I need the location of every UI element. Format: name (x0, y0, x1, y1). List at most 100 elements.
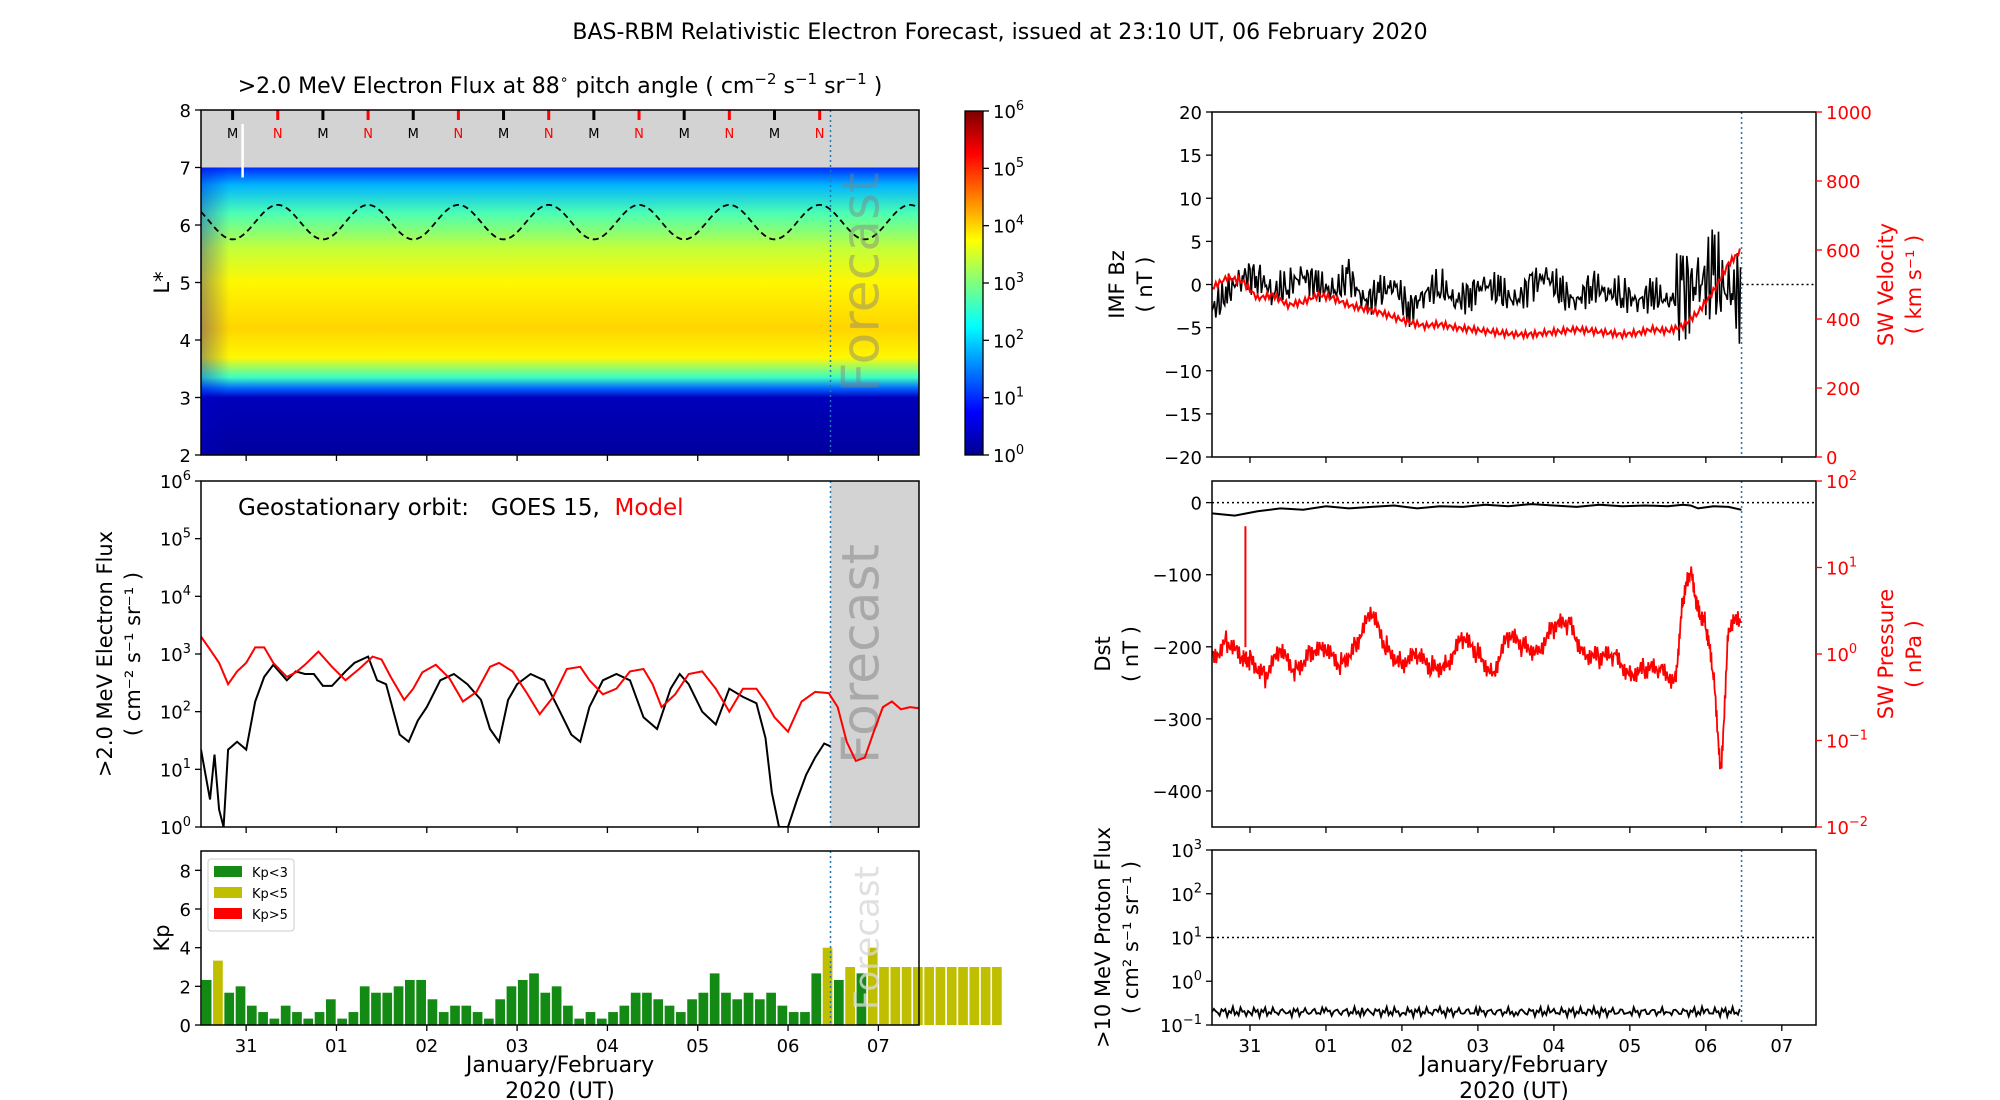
kp-bar (879, 967, 889, 1025)
xaxis-label-line2: 2020 (UT) (505, 1079, 615, 1100)
forecast-label: Forecast (847, 866, 887, 1010)
kp-bar (472, 1012, 483, 1025)
kp-bar (777, 1005, 788, 1025)
dst-y2tick-label-base: 10 (1826, 818, 1849, 839)
geo-ytick-label: 106 (160, 469, 191, 493)
kp-bar (958, 967, 968, 1025)
kp-bar (574, 1018, 585, 1025)
forecast-label: Forecast (831, 544, 891, 764)
mlt-marker-label: M (408, 127, 419, 142)
kp-bar (258, 1012, 268, 1025)
imf-y2tick-label: 0 (1826, 448, 1837, 469)
colorbar-tick-label-base: 10 (993, 102, 1016, 123)
kp-ytick-label: 0 (180, 1016, 191, 1037)
xaxis-label-line1: January/February (464, 1053, 654, 1078)
imf-y2label-line1: SW Velocity (1874, 223, 1898, 346)
kp-legend-swatch (214, 908, 242, 919)
forecast-shade (830, 481, 919, 827)
kp-bar (901, 967, 912, 1025)
geo-ytick-label-exp: 4 (183, 584, 191, 599)
colorbar-tick-label: 100 (993, 443, 1024, 467)
dst-y2tick-label: 100 (1826, 642, 1857, 666)
dst-y2tick-label-base: 10 (1826, 732, 1849, 753)
colorbar-scale (964, 110, 984, 456)
dst-y2label-line1: SW Pressure (1874, 589, 1898, 719)
kp-bar (980, 967, 991, 1025)
kp-legend-swatch (214, 887, 242, 898)
geo-ytick-label: 100 (160, 815, 191, 839)
geo-ytick-label-exp: 2 (183, 700, 191, 715)
imf-ytick-label: −15 (1164, 405, 1202, 426)
kp-bar (495, 999, 506, 1025)
proton-xtick-label: 03 (1466, 1036, 1489, 1057)
dst-y2tick-label-base: 10 (1826, 472, 1849, 493)
mlt-marker-label: N (454, 127, 464, 142)
kp-xtick-label: 06 (777, 1036, 800, 1057)
kp-bar (721, 992, 731, 1025)
dst-y2tick-label-base: 10 (1826, 645, 1849, 666)
geo-ytick-label-exp: 1 (183, 757, 191, 772)
geo-ytick-label-base: 10 (160, 760, 183, 781)
kp-bar (314, 1012, 325, 1025)
imf-y2tick-label: 1000 (1826, 103, 1872, 124)
kp-bar (382, 992, 393, 1025)
goes-flux-line (201, 655, 831, 827)
kp-bar (325, 999, 336, 1025)
lstar-ytick-label: 5 (180, 274, 191, 295)
dst-y2tick-label: 101 (1826, 555, 1857, 579)
mlt-marker-label: N (544, 127, 554, 142)
lstar-ylabel: L* (150, 271, 174, 293)
figure-title: BAS-RBM Relativistic Electron Forecast, … (572, 20, 1427, 45)
dst-ylabel-line2: ( nT ) (1119, 626, 1143, 682)
imf-ytick-label: −20 (1164, 448, 1202, 469)
geo-ylabel-line2: ( cm⁻² s⁻¹ sr⁻¹ ) (121, 572, 145, 736)
geo-ytick-label: 101 (160, 757, 191, 781)
proton-xtick-label: 06 (1694, 1036, 1717, 1057)
kp-ytick-label: 2 (180, 977, 191, 998)
mlt-marker-label: M (588, 127, 599, 142)
kp-bar (371, 992, 381, 1025)
proton-ytick-label-exp: −1 (1183, 1013, 1202, 1028)
dst-y2tick-label: 10−1 (1826, 728, 1868, 752)
kp-bar (269, 1018, 280, 1025)
proton-xtick-label: 05 (1618, 1036, 1641, 1057)
dst-y2tick-label-exp: −2 (1849, 815, 1868, 830)
colorbar-tick-label-exp: 6 (1016, 99, 1024, 114)
mlt-marker-label: M (769, 127, 780, 142)
colorbar-tick-label: 105 (993, 156, 1024, 180)
kp-bar (630, 992, 641, 1025)
geo-ytick-label-base: 10 (160, 587, 183, 608)
colorbar-tick-label-exp: 4 (1016, 214, 1024, 229)
xaxis-label-line2: 2020 (UT) (1459, 1079, 1569, 1100)
kp-bar (585, 1012, 596, 1025)
kp-ytick-label: 4 (180, 939, 191, 960)
lstar-panel: M N M N M N M N M N M N M N Forecast 2 3 4 5 6 7 8 L* >2.0 MeV … (150, 70, 920, 467)
kp-bar (619, 1005, 630, 1025)
colorbar-tick-label: 102 (993, 328, 1024, 352)
proton-ytick-label-base: 10 (1171, 972, 1194, 993)
kp-bar (969, 967, 980, 1025)
geo-ytick-label-exp: 6 (183, 469, 191, 484)
geo-ylabel: >2.0 MeV Electron Flux( cm⁻² s⁻¹ sr⁻¹ ) (93, 531, 145, 777)
kp-bar (822, 947, 833, 1025)
colorbar-tick-label: 104 (993, 214, 1024, 238)
kp-xtick-label: 02 (415, 1036, 438, 1057)
kp-bar (224, 992, 235, 1025)
dst-y2tick-label: 10−2 (1826, 815, 1868, 839)
kp-bar (664, 1005, 675, 1025)
imf-ytick-label: −10 (1164, 362, 1202, 383)
proton-xtick-label: 02 (1390, 1036, 1413, 1057)
geo-ytick-label: 103 (160, 642, 191, 666)
imf-bz-line (1212, 229, 1742, 344)
kp-bar (292, 1012, 302, 1025)
geo-legend: Geostationary orbit: GOES 15, Model (238, 495, 684, 521)
dst-ylabel: Dst( nT ) (1091, 626, 1143, 682)
kp-legend-label: Kp>5 (252, 908, 288, 923)
proton-xtick-label: 01 (1315, 1036, 1338, 1057)
lstar-ytick-label: 3 (180, 389, 191, 410)
imf-y2tick-label: 200 (1826, 379, 1860, 400)
kp-xtick-label: 05 (686, 1036, 709, 1057)
